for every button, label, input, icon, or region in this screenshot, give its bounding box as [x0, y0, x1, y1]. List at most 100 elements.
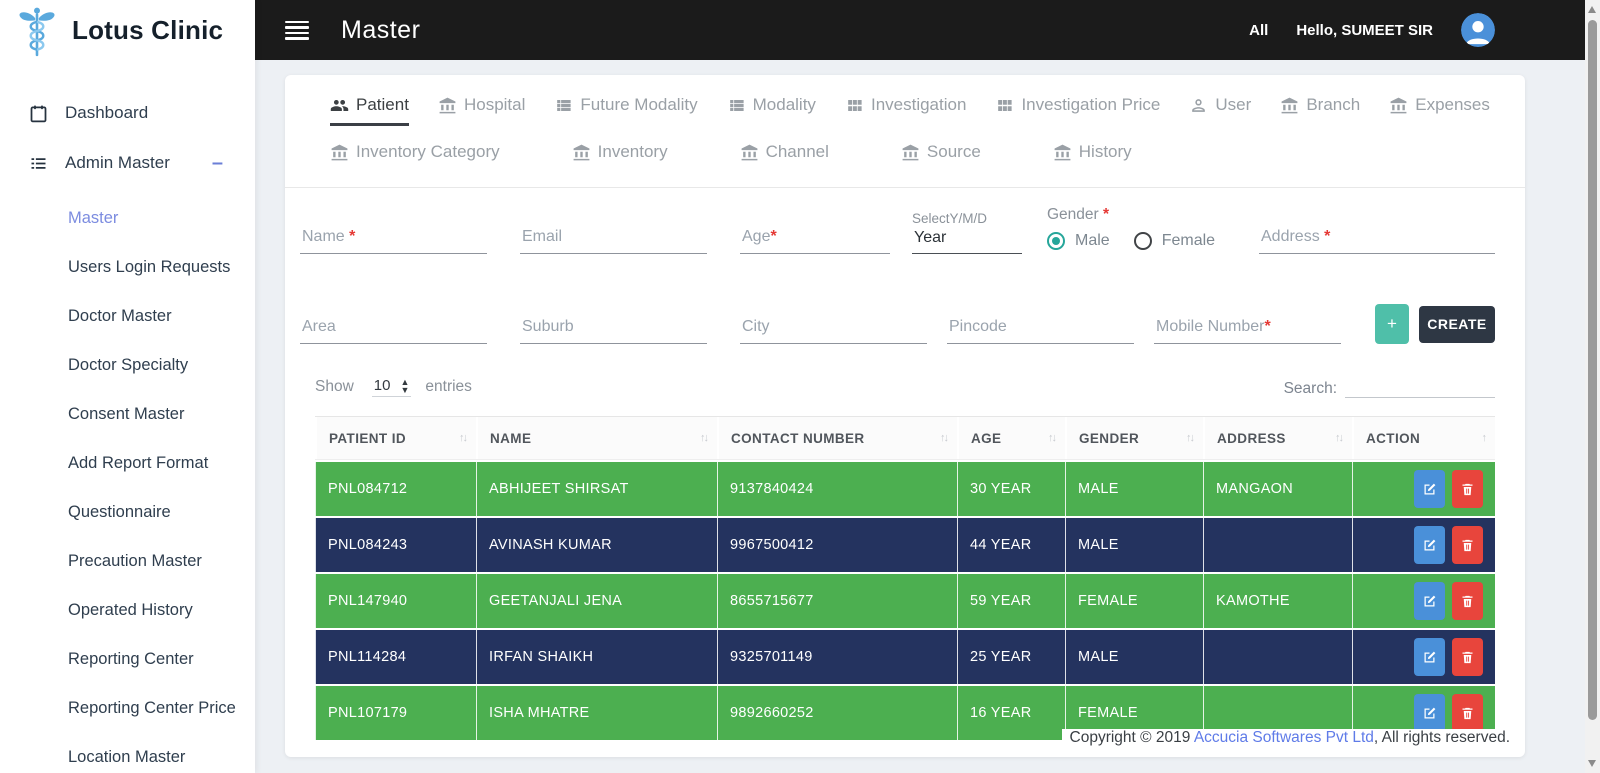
- tab-history[interactable]: History: [1053, 142, 1132, 173]
- page-size-select[interactable]: 10 ▲ ▼: [371, 377, 412, 397]
- delete-button[interactable]: [1452, 694, 1483, 732]
- sidebar-item-add-report-format[interactable]: Add Report Format: [68, 454, 209, 472]
- column-header-action[interactable]: ACTION ↑: [1352, 417, 1495, 459]
- company-link[interactable]: Accucia Softwares Pvt Ltd: [1193, 729, 1374, 746]
- scroll-down-icon[interactable]: [1588, 760, 1596, 767]
- vertical-scrollbar[interactable]: [1585, 0, 1600, 773]
- female-radio[interactable]: [1133, 232, 1152, 250]
- column-header-address[interactable]: ADDRESS ↑↓: [1203, 417, 1352, 459]
- tab-user[interactable]: User: [1189, 95, 1251, 126]
- tab-modality[interactable]: Modality: [727, 95, 816, 126]
- add-mobile-button[interactable]: +: [1375, 304, 1409, 344]
- ymd-select[interactable]: SelectY/M/D Year: [912, 211, 1022, 254]
- tab-hospital[interactable]: Hospital: [438, 95, 525, 126]
- mobile-number-field[interactable]: Mobile Number*: [1154, 302, 1341, 344]
- user-greeting[interactable]: Hello, SUMEET SIR: [1296, 21, 1433, 39]
- sidebar-item-location-master[interactable]: Location Master: [68, 748, 186, 766]
- tab-inventory[interactable]: Inventory: [572, 142, 668, 173]
- delete-button[interactable]: [1452, 582, 1483, 620]
- cell-contact: 9137840424: [717, 462, 957, 516]
- all-link[interactable]: All: [1249, 21, 1269, 39]
- cell-patient-id: PNL084712: [315, 462, 476, 516]
- email-field[interactable]: Email: [520, 212, 707, 254]
- column-header-patient-id[interactable]: PATIENT ID ↑↓: [315, 417, 476, 459]
- grid-icon: [998, 99, 1013, 111]
- tab-label: Future Modality: [580, 95, 698, 114]
- avatar[interactable]: [1461, 13, 1495, 47]
- sidebar-item-questionnaire[interactable]: Questionnaire: [68, 503, 171, 521]
- tab-label: Modality: [752, 95, 816, 114]
- tab-inventory-category[interactable]: Inventory Category: [330, 142, 500, 173]
- city-field[interactable]: City: [740, 302, 927, 344]
- tab-future-modality[interactable]: Future Modality: [554, 95, 698, 126]
- ymd-select-value[interactable]: Year: [912, 226, 1022, 254]
- create-button[interactable]: CREATE: [1419, 305, 1495, 343]
- tab-patient[interactable]: Patient: [330, 95, 409, 126]
- edit-button[interactable]: [1414, 470, 1445, 508]
- column-header-contact-number[interactable]: CONTACT NUMBER ↑↓: [717, 417, 957, 459]
- cell-name: IRFAN SHAIKH: [476, 630, 717, 684]
- tab-expenses[interactable]: Expenses: [1389, 95, 1490, 126]
- tab-branch[interactable]: Branch: [1280, 95, 1360, 126]
- sidebar-item-doctor-specialty[interactable]: Doctor Specialty: [68, 356, 189, 374]
- address-field[interactable]: Address *: [1259, 212, 1495, 254]
- sidebar: Lotus Clinic Dashboard Admin Master – Ma…: [0, 0, 255, 773]
- search-input[interactable]: [1345, 376, 1495, 398]
- cell-patient-id: PNL114284: [315, 630, 476, 684]
- sidebar-item-reporting-center-price[interactable]: Reporting Center Price: [68, 699, 236, 717]
- delete-button[interactable]: [1452, 638, 1483, 676]
- page-title: Master: [341, 15, 421, 44]
- sidebar-item-consent-master[interactable]: Consent Master: [68, 405, 185, 423]
- edit-button[interactable]: [1414, 582, 1445, 620]
- female-radio-label: Female: [1161, 232, 1216, 249]
- sidebar-item-dashboard[interactable]: Dashboard: [0, 88, 255, 138]
- table-row: PNL084712 ABHIJEET SHIRSAT 9137840424 30…: [315, 462, 1495, 516]
- column-header-name[interactable]: NAME ↑↓: [476, 417, 717, 459]
- sort-icon: ↑↓: [1186, 432, 1195, 444]
- sidebar-item-master[interactable]: Master: [68, 209, 119, 227]
- delete-button[interactable]: [1452, 470, 1483, 508]
- delete-button[interactable]: [1452, 526, 1483, 564]
- brand: Lotus Clinic: [0, 0, 255, 60]
- table-row: PNL107179 ISHA MHATRE 9892660252 16 YEAR…: [315, 686, 1495, 740]
- tab-label: Patient: [356, 95, 409, 114]
- cell-actions: [1352, 462, 1495, 516]
- cell-actions: [1352, 518, 1495, 572]
- tab-investigation-price[interactable]: Investigation Price: [995, 95, 1160, 126]
- tab-label: User: [1215, 95, 1252, 114]
- hamburger-icon[interactable]: [285, 18, 309, 43]
- tab-label: Inventory: [597, 142, 668, 161]
- sidebar-item-precaution-master[interactable]: Precaution Master: [68, 552, 202, 570]
- pincode-field[interactable]: Pincode: [947, 302, 1134, 344]
- sidebar-item-doctor-master[interactable]: Doctor Master: [68, 307, 172, 325]
- tab-channel[interactable]: Channel: [740, 142, 829, 173]
- collapse-minus-icon[interactable]: –: [211, 151, 223, 174]
- copyright-text: Copyright © 2019: [1069, 729, 1194, 746]
- age-field[interactable]: Age*: [740, 212, 890, 254]
- area-field[interactable]: Area: [300, 302, 487, 344]
- edit-button[interactable]: [1414, 526, 1445, 564]
- sidebar-item-users-login-requests[interactable]: Users Login Requests: [68, 258, 231, 276]
- cell-contact: 8655715677: [717, 574, 957, 628]
- required-asterisk: *: [1264, 318, 1271, 335]
- bank-icon: [331, 144, 348, 160]
- entries-label: entries: [425, 378, 472, 395]
- scrollbar-thumb[interactable]: [1588, 20, 1597, 720]
- column-header-gender[interactable]: GENDER ↑↓: [1065, 417, 1203, 459]
- male-radio[interactable]: [1047, 232, 1065, 250]
- name-field[interactable]: Name *: [300, 212, 487, 254]
- sidebar-item-operated-history[interactable]: Operated History: [68, 601, 193, 619]
- sidebar-item-admin-master[interactable]: Admin Master –: [0, 138, 255, 188]
- tab-source[interactable]: Source: [901, 142, 981, 173]
- suburb-field[interactable]: Suburb: [520, 302, 707, 344]
- tab-investigation[interactable]: Investigation: [845, 95, 966, 126]
- tab-label: Inventory Category: [356, 142, 500, 161]
- scroll-up-icon[interactable]: [1588, 6, 1596, 13]
- sidebar-item-reporting-center[interactable]: Reporting Center: [68, 650, 194, 668]
- column-header-age[interactable]: AGE ↑↓: [957, 417, 1065, 459]
- sort-icon: ↑↓: [1335, 432, 1344, 444]
- cell-contact: 9967500412: [717, 518, 957, 572]
- edit-icon: [1424, 651, 1436, 662]
- edit-button[interactable]: [1414, 638, 1445, 676]
- edit-button[interactable]: [1414, 694, 1445, 732]
